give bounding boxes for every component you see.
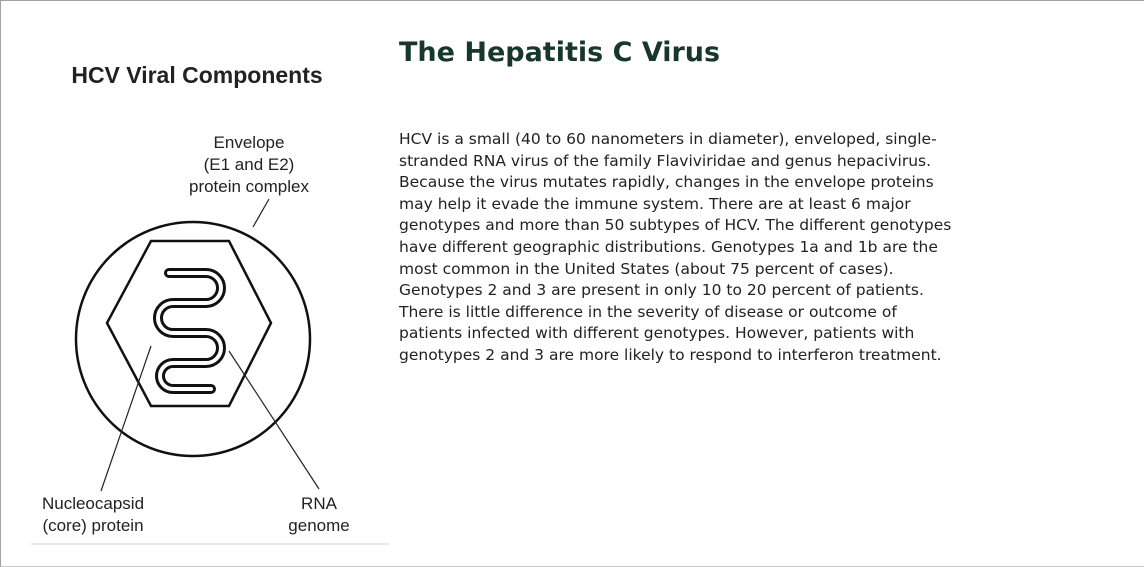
text-line: have different geographic distributions.… — [399, 237, 951, 259]
text-line: genotypes 2 and 3 are more likely to res… — [399, 345, 951, 367]
text-line: patients infected with different genotyp… — [399, 323, 951, 345]
text-line: most common in the United States (about … — [399, 259, 951, 281]
text-line: Because the virus mutates rapidly, chang… — [399, 172, 951, 194]
envelope-label: protein complex — [189, 177, 310, 196]
nucleocapsid-label: (core) protein — [42, 516, 143, 535]
text-line: stranded RNA virus of the family Flavivi… — [399, 151, 951, 173]
page: HCV Viral Components Envelope (E1 and E2… — [0, 0, 1144, 567]
article-title: The Hepatitis C Virus — [399, 37, 720, 68]
nucleocapsid-label: Nucleocapsid — [42, 494, 144, 513]
text-line: genotypes and more than 50 subtypes of H… — [399, 215, 951, 237]
envelope-label: (E1 and E2) — [204, 155, 295, 174]
envelope-label: Envelope — [214, 133, 285, 152]
rna-label: RNA — [301, 494, 338, 513]
hcv-diagram: HCV Viral Components Envelope (E1 and E2… — [1, 1, 393, 566]
leader-line — [253, 199, 269, 227]
diagram-title: HCV Viral Components — [71, 62, 322, 88]
text-line: There is little difference in the severi… — [399, 302, 951, 324]
text-line: HCV is a small (40 to 60 nanometers in d… — [399, 129, 951, 151]
text-line: Genotypes 2 and 3 are present in only 10… — [399, 280, 951, 302]
text-line: may help it evade the immune system. The… — [399, 194, 951, 216]
rna-label: genome — [288, 516, 349, 535]
article-text: HCV is a small (40 to 60 nanometers in d… — [399, 129, 951, 367]
capsid-hexagon — [107, 241, 271, 406]
